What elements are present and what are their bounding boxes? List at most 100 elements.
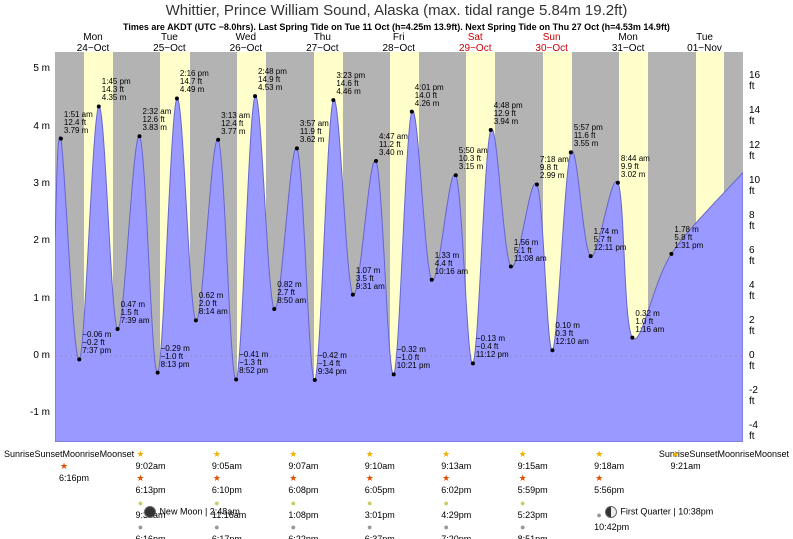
y-tick-left: 3 m	[20, 178, 50, 189]
tide-extreme-point	[669, 252, 673, 256]
tide-extreme-point	[253, 94, 257, 98]
sun-column: ★6:16pm	[59, 448, 89, 509]
sun-label: Moonset	[754, 449, 789, 459]
tide-extreme-point	[59, 137, 63, 141]
sun-label: Moonrise	[717, 449, 754, 459]
tide-extreme-point	[569, 150, 573, 154]
sun-column: ★9:21am	[671, 448, 701, 509]
y-tick-left: 5 m	[20, 63, 50, 74]
y-tick-right: 8 ft	[749, 210, 755, 232]
sun-column: ★9:02am★6:13pm●9:30am●6:16pm	[135, 448, 165, 539]
tide-extreme-point	[489, 128, 493, 132]
tide-extreme-label: 5:57 pm11.6 ft3.55 m	[574, 124, 603, 148]
tide-extreme-label: 3:13 am12.4 ft3.77 m	[221, 112, 250, 136]
tide-extreme-point	[313, 378, 317, 382]
tide-extreme-point	[175, 96, 179, 100]
tide-extreme-point	[616, 181, 620, 185]
day-header: Tue25−Oct	[131, 32, 207, 54]
tide-extreme-label: 8:44 am9.9 ft3.02 m	[621, 155, 650, 179]
y-tick-left: 0 m	[20, 350, 50, 361]
tide-extreme-label: 0.47 m1.5 ft7:39 am	[121, 301, 150, 325]
y-tick-right: 10 ft	[749, 175, 760, 197]
tide-extreme-label: 4:01 pm14.0 ft4.26 m	[415, 84, 444, 108]
tide-extreme-point	[630, 336, 634, 340]
tide-extreme-label: 1.78 m5.8 ft1:31 pm	[674, 226, 703, 250]
tide-extreme-point	[295, 146, 299, 150]
day-header: Fri28−Oct	[361, 32, 437, 54]
sun-column: ★9:07am★6:08pm●1:08pm●6:22pm	[288, 448, 318, 539]
day-header: Thu27−Oct	[284, 32, 360, 54]
day-header: Sat29−Oct	[437, 32, 513, 54]
tide-extreme-point	[471, 361, 475, 365]
tide-extreme-label: −0.42 m−1.4 ft9:34 pm	[318, 352, 347, 376]
chart-title: Whittier, Prince William Sound, Alaska (…	[0, 2, 793, 19]
plot-area: Mon24−OctTue25−OctWed26−OctThu27−OctFri2…	[55, 52, 743, 442]
y-tick-right: 4 ft	[749, 280, 755, 302]
y-tick-right: -4 ft	[749, 420, 758, 442]
y-tick-right: 12 ft	[749, 140, 760, 162]
tide-extreme-label: 0.82 m2.7 ft8:50 am	[277, 281, 306, 305]
y-tick-right: 14 ft	[749, 105, 760, 127]
y-tick-right: 2 ft	[749, 315, 755, 337]
tide-extreme-point	[216, 138, 220, 142]
tide-extreme-label: 2:48 pm14.9 ft4.53 m	[258, 68, 287, 92]
tide-extreme-label: 4:47 am11.2 ft3.40 m	[379, 133, 408, 157]
tide-extreme-label: 1.56 m5.1 ft11:08 am	[514, 239, 547, 263]
sun-label: Moonset	[100, 449, 135, 459]
moon-phase: First Quarter | 10:38pm	[605, 506, 713, 518]
tide-extreme-label: 3:57 am11.9 ft3.62 m	[300, 120, 329, 144]
tide-extreme-point	[374, 159, 378, 163]
tide-extreme-label: 2:16 pm14.7 ft4.49 m	[180, 70, 209, 94]
tide-extreme-point	[535, 182, 539, 186]
tide-extreme-label: 1.07 m3.5 ft9:31 am	[356, 267, 385, 291]
tide-extreme-point	[234, 377, 238, 381]
tide-extreme-point	[589, 254, 593, 258]
tide-extreme-label: −0.32 m−1.0 ft10:21 pm	[397, 346, 430, 370]
day-header: Wed26−Oct	[208, 32, 284, 54]
tide-extreme-label: −0.29 m−1.0 ft8:13 pm	[161, 345, 190, 369]
tide-extreme-point	[430, 278, 434, 282]
day-header: Tue01−Nov	[667, 32, 743, 54]
tide-extreme-label: −0.41 m−1.3 ft8:52 pm	[239, 351, 268, 375]
sun-column: ★9:05am★6:10pm●11:16am●6:17pm	[212, 448, 246, 539]
tide-extreme-label: 1.74 m5.7 ft12:11 pm	[594, 228, 627, 252]
y-tick-left: 4 m	[20, 121, 50, 132]
tide-extreme-label: −0.06 m−0.2 ft7:37 pm	[82, 331, 111, 355]
tide-extreme-point	[331, 98, 335, 102]
day-header: Mon31−Oct	[590, 32, 666, 54]
tide-extreme-label: 7:18 am9.8 ft2.99 m	[540, 156, 569, 180]
y-tick-left: -1 m	[20, 407, 50, 418]
tide-extreme-point	[392, 372, 396, 376]
tide-extreme-label: 1:51 am12.4 ft3.79 m	[64, 111, 93, 135]
tide-extreme-point	[138, 134, 142, 138]
tide-extreme-label: 5:50 am10.3 ft3.15 m	[459, 147, 488, 171]
tide-extreme-point	[272, 307, 276, 311]
tide-extreme-point	[116, 327, 120, 331]
tide-extreme-label: 3:23 pm14.6 ft4.46 m	[336, 72, 365, 96]
day-header: Sun30−Oct	[514, 32, 590, 54]
sun-column: ★9:10am★6:05pm●3:01pm●6:37pm	[365, 448, 395, 539]
y-tick-left: 1 m	[20, 293, 50, 304]
tide-extreme-label: −0.13 m−0.4 ft11:12 pm	[476, 335, 509, 359]
tide-extreme-point	[156, 371, 160, 375]
tide-extreme-point	[351, 293, 355, 297]
tide-extreme-point	[454, 173, 458, 177]
tide-extreme-point	[194, 318, 198, 322]
sun-column: ★9:18am★5:56pm ●10:42pm	[594, 448, 629, 533]
tide-extreme-label: 0.62 m2.0 ft8:14 am	[199, 292, 228, 316]
tide-extreme-point	[550, 348, 554, 352]
tide-extreme-point	[410, 110, 414, 114]
tide-extreme-point	[77, 357, 81, 361]
y-tick-right: 0 ft	[749, 350, 755, 372]
sun-column: ★9:15am★5:59pm●5:23pm●8:51pm	[518, 448, 548, 539]
y-tick-right: 6 ft	[749, 245, 755, 267]
y-tick-left: 2 m	[20, 235, 50, 246]
sun-label: Sunrise	[4, 449, 35, 459]
tide-extreme-label: 1.33 m4.4 ft10:16 am	[435, 252, 468, 276]
y-tick-right: -2 ft	[749, 385, 758, 407]
y-tick-right: 16 ft	[749, 70, 760, 92]
sun-column: ★9:13am★6:02pm●4:29pm●7:20pm	[441, 448, 471, 539]
tide-extreme-point	[509, 265, 513, 269]
tide-extreme-label: 0.32 m1.0 ft1:16 am	[635, 310, 664, 334]
tide-extreme-label: 4:48 pm12.9 ft3.94 m	[494, 102, 523, 126]
